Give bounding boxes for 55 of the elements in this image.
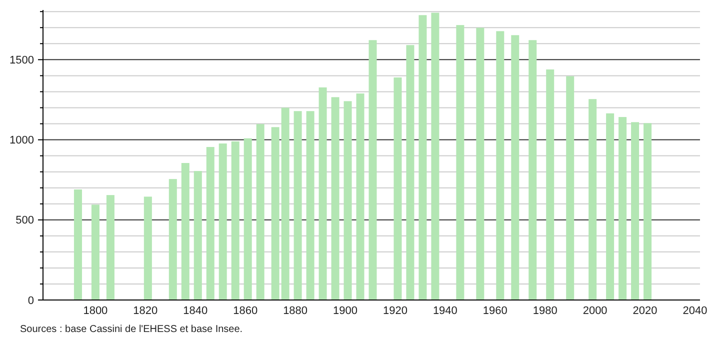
bar <box>244 138 252 300</box>
x-tick-label: 2000 <box>582 305 608 317</box>
bar <box>181 163 190 300</box>
bar <box>618 117 627 300</box>
bar <box>511 35 520 300</box>
bar <box>606 113 614 300</box>
y-tick-label: 0 <box>28 294 34 307</box>
source-note: Sources : base Cassini de l'EHESS et base Insee. <box>20 324 243 335</box>
x-tick-label: 1920 <box>382 305 408 317</box>
x-tick-label: 1900 <box>333 305 358 317</box>
bar <box>431 12 440 300</box>
bar <box>406 45 414 300</box>
x-tick-label: 1840 <box>183 305 208 317</box>
x-tick-label: 1980 <box>532 305 558 317</box>
bar <box>418 15 427 300</box>
bar <box>194 171 202 300</box>
y-tick-label: 1500 <box>10 54 34 67</box>
bar <box>331 97 340 300</box>
bar <box>306 111 314 300</box>
bar <box>106 195 114 300</box>
bar <box>368 40 377 300</box>
bar <box>456 25 464 300</box>
bar <box>344 101 352 300</box>
y-tick-label: 500 <box>16 214 34 227</box>
bar <box>644 123 652 300</box>
x-tick-label: 1820 <box>133 305 158 317</box>
bar <box>566 76 574 300</box>
bar <box>168 179 177 300</box>
bar <box>356 93 364 300</box>
bar <box>231 141 240 300</box>
x-tick-label: 1960 <box>482 305 508 317</box>
x-tick-label: 2040 <box>682 305 708 317</box>
bar <box>271 127 280 300</box>
x-tick-label: 2020 <box>632 305 658 317</box>
bar <box>218 143 227 300</box>
x-tick-label: 1800 <box>83 305 108 317</box>
bar <box>91 204 100 300</box>
bar <box>528 40 537 300</box>
x-tick-label: 1880 <box>283 305 308 317</box>
bar <box>496 31 504 300</box>
bar <box>588 99 597 300</box>
bar <box>631 122 640 300</box>
bar <box>394 77 402 300</box>
y-tick-label: 1000 <box>10 134 34 147</box>
bar <box>281 108 290 300</box>
x-tick-label: 1940 <box>432 305 458 317</box>
bar <box>144 196 152 300</box>
bar <box>476 28 484 300</box>
bar <box>74 189 82 300</box>
bar <box>294 111 302 300</box>
bar <box>256 124 264 300</box>
bar <box>206 146 214 300</box>
bar <box>318 87 327 300</box>
x-tick-label: 1860 <box>233 305 258 317</box>
bar <box>546 69 554 300</box>
